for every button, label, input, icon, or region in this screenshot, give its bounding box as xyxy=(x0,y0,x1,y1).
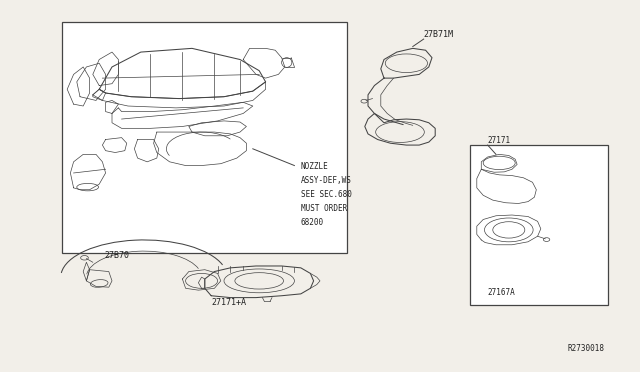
Text: SEE SEC.680: SEE SEC.680 xyxy=(301,190,351,199)
Text: 68200: 68200 xyxy=(301,218,324,227)
Text: R2730018: R2730018 xyxy=(568,344,605,353)
Text: 27B70: 27B70 xyxy=(104,251,129,260)
Text: 27171+A: 27171+A xyxy=(211,298,246,307)
Bar xyxy=(470,145,608,305)
Text: 27B71M: 27B71M xyxy=(424,30,454,39)
Text: ASSY-DEF,WS: ASSY-DEF,WS xyxy=(301,176,351,185)
Text: 27171: 27171 xyxy=(488,136,511,145)
Text: 27167A: 27167A xyxy=(488,288,515,297)
Text: MUST ORDER: MUST ORDER xyxy=(301,204,347,213)
Bar xyxy=(62,22,347,253)
Text: NOZZLE: NOZZLE xyxy=(301,162,328,171)
